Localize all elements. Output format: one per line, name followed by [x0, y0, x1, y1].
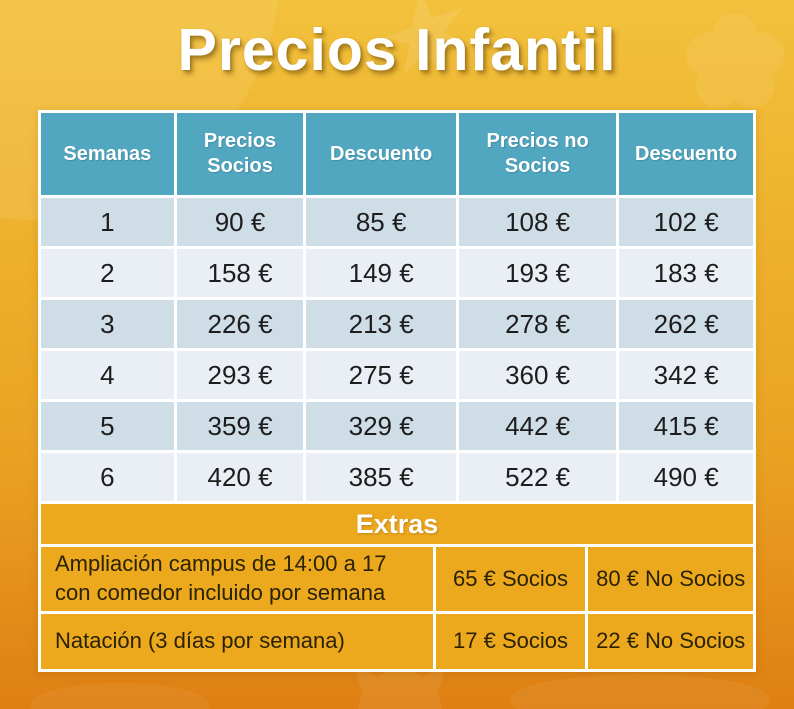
price-cell: 420 € [176, 453, 304, 501]
price-cell: 102 € [619, 198, 753, 246]
price-cell: 108 € [458, 198, 617, 246]
extra-label: Ampliación campus de 14:00 a 17 con come… [41, 547, 433, 611]
extra-price-socios: 65 € Socios [435, 547, 586, 611]
price-cell: 342 € [619, 351, 753, 399]
page-title: Precios Infantil [177, 17, 617, 83]
week-cell: 5 [41, 402, 174, 450]
price-cell: 278 € [458, 300, 617, 348]
price-cell: 442 € [458, 402, 617, 450]
price-cell: 275 € [306, 351, 456, 399]
extra-price-no-socios: 80 € No Socios [588, 547, 753, 611]
extra-price-no-socios: 22 € No Socios [588, 614, 753, 669]
price-cell: 522 € [458, 453, 617, 501]
week-cell: 1 [41, 198, 174, 246]
week-cell: 2 [41, 249, 174, 297]
extra-label: Natación (3 días por semana) [41, 614, 433, 669]
week-cell: 3 [41, 300, 174, 348]
column-header: Precios no Socios [458, 113, 617, 195]
price-cell: 149 € [306, 249, 456, 297]
price-cell: 415 € [619, 402, 753, 450]
extras-title: Extras [355, 508, 439, 539]
price-cell: 226 € [176, 300, 304, 348]
column-header: Semanas [41, 113, 174, 195]
price-cell: 213 € [306, 300, 456, 348]
price-cell: 90 € [176, 198, 304, 246]
price-cell: 359 € [176, 402, 304, 450]
price-cell: 329 € [306, 402, 456, 450]
extra-price-socios: 17 € Socios [435, 614, 586, 669]
pricing-grid: Semanas Precios Socios Descuento Precios no… [41, 113, 753, 501]
extras-grid: Ampliación campus de 14:00 a 17 con come… [41, 547, 753, 669]
price-cell: 262 € [619, 300, 753, 348]
column-header: Descuento [306, 113, 456, 195]
price-cell: 385 € [306, 453, 456, 501]
price-cell: 158 € [176, 249, 304, 297]
price-cell: 85 € [306, 198, 456, 246]
price-cell: 490 € [619, 453, 753, 501]
pricing-table: Semanas Precios Socios Descuento Precios no… [38, 110, 756, 672]
week-cell: 4 [41, 351, 174, 399]
week-cell: 6 [41, 453, 174, 501]
price-cell: 193 € [458, 249, 617, 297]
price-cell: 360 € [458, 351, 617, 399]
column-header: Precios Socios [176, 113, 304, 195]
extras-header: Extras [41, 504, 753, 544]
price-cell: 293 € [176, 351, 304, 399]
price-cell: 183 € [619, 249, 753, 297]
column-header: Descuento [619, 113, 753, 195]
